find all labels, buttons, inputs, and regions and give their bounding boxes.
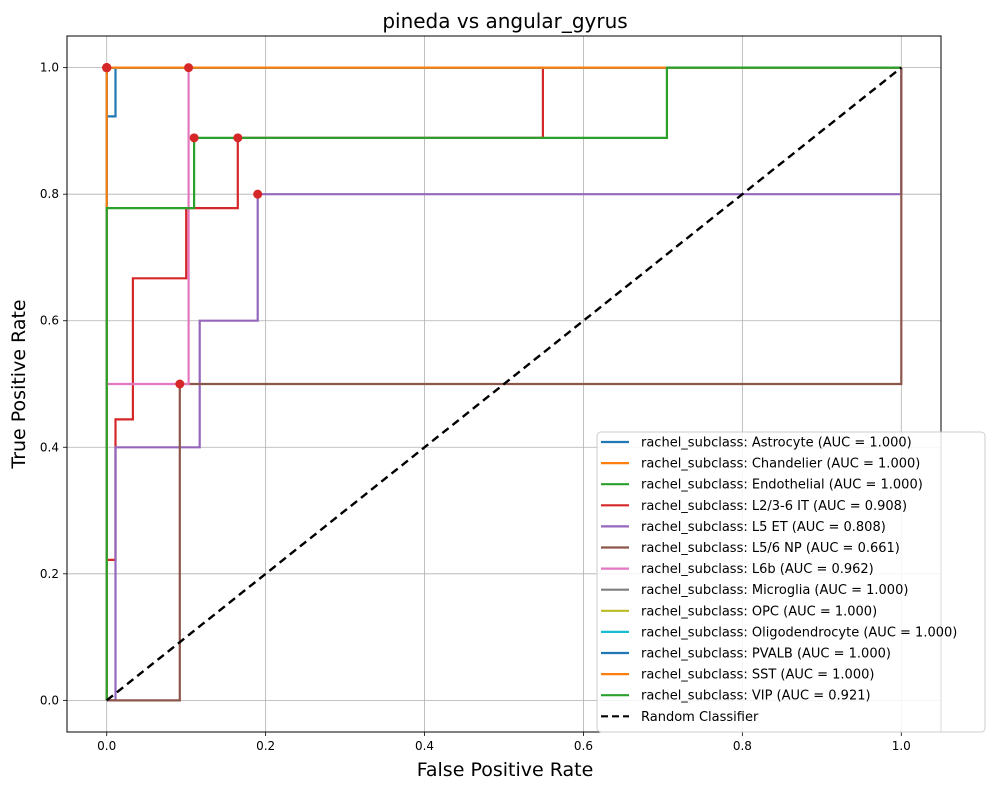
y-axis-label: True Positive Rate xyxy=(8,299,30,469)
legend-label: rachel_subclass: L5 ET (AUC = 0.808) xyxy=(641,520,886,535)
threshold-marker-4 xyxy=(253,189,263,199)
x-tick-label: 0.4 xyxy=(415,739,434,753)
threshold-markers xyxy=(102,63,263,389)
x-tick-label: 0.0 xyxy=(97,739,116,753)
x-tick-label: 1.0 xyxy=(892,739,911,753)
legend-label: rachel_subclass: L5/6 NP (AUC = 0.661) xyxy=(641,541,900,556)
threshold-marker-11 xyxy=(102,63,112,73)
axis-ticks: 0.0 0.2 0.4 0.6 0.8 1.0 0.0 0.2 0.4 0.6 0.8 1.0 xyxy=(40,61,911,753)
legend-label: rachel_subclass: Astrocyte (AUC = 1.000) xyxy=(641,436,912,451)
y-tick-label: 0.4 xyxy=(40,440,59,454)
threshold-marker-12 xyxy=(189,133,199,143)
legend-label: rachel_subclass: Oligodendrocyte (AUC = … xyxy=(641,625,957,640)
x-tick-label: 0.8 xyxy=(733,739,752,753)
legend-label: rachel_subclass: SST (AUC = 1.000) xyxy=(641,668,874,683)
legend-label: rachel_subclass: Microglia (AUC = 1.000) xyxy=(641,583,908,598)
legend: rachel_subclass: Astrocyte (AUC = 1.000)… xyxy=(596,431,986,733)
legend-box xyxy=(596,431,986,733)
legend-label: rachel_subclass: Chandelier (AUC = 1.000… xyxy=(641,457,920,472)
x-axis-label: False Positive Rate xyxy=(417,759,594,781)
chart-title: pineda vs angular_gyrus xyxy=(382,9,627,33)
legend-label: rachel_subclass: L2/3-6 IT (AUC = 0.908) xyxy=(641,499,907,514)
x-tick-label: 0.6 xyxy=(574,739,593,753)
y-tick-label: 0.6 xyxy=(40,314,59,328)
legend-label: rachel_subclass: OPC (AUC = 1.000) xyxy=(641,604,877,619)
random-classifier-line xyxy=(105,66,903,702)
y-tick-label: 1.0 xyxy=(40,61,59,75)
threshold-marker-5 xyxy=(175,379,185,389)
legend-label: Random Classifier xyxy=(641,710,759,725)
threshold-marker-3 xyxy=(233,133,243,143)
legend-label: rachel_subclass: VIP (AUC = 0.921) xyxy=(641,689,871,704)
roc-curve-4 xyxy=(106,67,903,702)
y-tick-label: 0.2 xyxy=(40,567,59,581)
legend-label: rachel_subclass: PVALB (AUC = 1.000) xyxy=(641,647,891,662)
legend-label: rachel_subclass: Endothelial (AUC = 1.00… xyxy=(641,478,923,493)
legend-label: rachel_subclass: L6b (AUC = 0.962) xyxy=(641,562,874,577)
x-tick-label: 0.2 xyxy=(256,739,275,753)
plot-area xyxy=(66,35,942,733)
y-tick-label: 0.8 xyxy=(40,187,59,201)
y-tick-label: 0.0 xyxy=(40,693,59,707)
threshold-marker-6 xyxy=(184,63,194,73)
